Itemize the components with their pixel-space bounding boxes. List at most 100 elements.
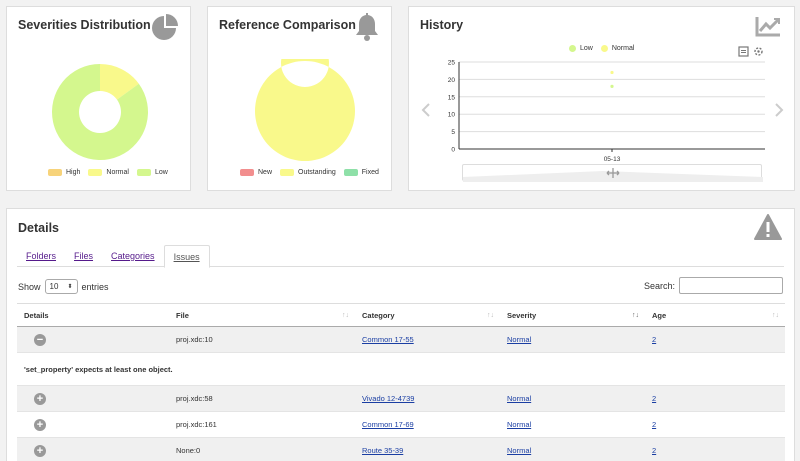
legend-item-low[interactable]: Low — [136, 169, 168, 176]
severities-legend: High Normal Low — [48, 169, 168, 176]
table-row: − proj.xdc:10 Common 17-55 Normal 2 — [17, 326, 785, 353]
table-row: + proj.xdc:58 Vivado 12-4739 Normal 2 — [17, 385, 785, 412]
reference-title: Reference Comparison — [219, 18, 356, 32]
legend-item-normal[interactable]: Normal — [88, 169, 129, 176]
age-cell: 2 — [645, 411, 785, 438]
sort-icon: ↑↓ — [772, 312, 779, 319]
legend-label: Normal — [611, 45, 635, 52]
tab-categories[interactable]: Categories — [111, 251, 155, 261]
reference-card: Reference Comparison New Outstanding Fixed — [207, 6, 392, 191]
entries-control: Show 10 ⬍ entries — [18, 279, 109, 294]
legend-item-normal[interactable]: Normal — [600, 45, 635, 52]
search-input[interactable] — [679, 277, 783, 294]
severity-cell: Normal — [500, 326, 645, 353]
tab-folders[interactable]: Folders — [26, 251, 57, 261]
chevron-right-icon[interactable] — [774, 103, 784, 117]
severity-cell: Normal — [500, 437, 645, 461]
category-link[interactable]: Vivado 12-4739 — [362, 394, 415, 403]
legend-item-high[interactable]: High — [48, 169, 80, 176]
tab-issues[interactable]: Issues — [163, 245, 210, 268]
severity-link[interactable]: Normal — [507, 394, 532, 403]
severity-link[interactable]: Normal — [507, 446, 532, 456]
pie-slice-normal[interactable] — [100, 64, 139, 100]
sort-icon: ↑↓ — [487, 312, 494, 319]
age-cell: 2 — [645, 385, 785, 412]
reference-donut-chart — [255, 59, 355, 161]
category-link[interactable]: Common 17-69 — [362, 420, 414, 429]
sort-icon: ↑↓ — [342, 312, 349, 319]
pie-slice-outstanding[interactable] — [255, 59, 355, 161]
line-chart-icon — [755, 17, 780, 37]
column-header-label: Category — [362, 310, 395, 320]
details-title: Details — [18, 221, 59, 235]
age-link[interactable]: 2 — [652, 420, 657, 429]
expand-row-icon[interactable]: + — [34, 392, 46, 405]
tab-files[interactable]: Files — [74, 251, 94, 261]
age-cell: 2 — [645, 326, 785, 353]
select-arrows-icon: ⬍ — [67, 284, 73, 290]
data-point-low[interactable] — [610, 84, 614, 88]
column-header-file[interactable]: File ↑↓ — [169, 303, 355, 327]
column-header-age[interactable]: Age ↑↓ — [645, 303, 785, 327]
history-legend[interactable]: Low Normal — [569, 45, 634, 52]
severity-link[interactable]: Normal — [507, 335, 532, 344]
search-label: Search: — [643, 280, 675, 291]
legend-item-fixed[interactable]: Fixed — [343, 169, 379, 176]
row-detail: 'set_property' expects at least one obje… — [17, 352, 785, 386]
legend-swatch — [48, 169, 62, 176]
column-header-severity[interactable]: Severity ↑↓ — [500, 303, 645, 327]
category-link[interactable]: Route 35-39 — [362, 446, 404, 456]
details-tabs: Folders Files Categories Issues — [17, 245, 784, 268]
search-control: Search: — [644, 277, 783, 294]
legend-label: High — [66, 169, 81, 176]
sort-desc-icon: ↑↓ — [632, 312, 639, 319]
file-cell: proj.xdc:10 — [169, 326, 355, 353]
x-tick-label: 05-13 — [604, 156, 621, 163]
legend-label: Outstanding — [298, 169, 336, 176]
category-cell: Common 17-55 — [355, 326, 500, 353]
chevron-left-icon[interactable] — [421, 103, 431, 117]
severity-cell: Normal — [500, 411, 645, 438]
file-cell: proj.xdc:161 — [169, 411, 355, 438]
legend-item-low[interactable]: Low — [569, 45, 593, 52]
legend-swatch — [569, 45, 576, 52]
legend-swatch — [280, 169, 295, 176]
row-control-cell: − — [17, 326, 169, 353]
pie-slice-low[interactable] — [52, 64, 149, 160]
expand-row-icon[interactable]: + — [34, 444, 46, 457]
data-view-icon[interactable] — [738, 46, 749, 57]
entries-select[interactable]: 10 ⬍ — [44, 279, 78, 294]
y-tick-label: 25 — [448, 60, 456, 67]
column-header-label: Details — [24, 310, 49, 320]
restore-icon[interactable] — [753, 46, 764, 57]
legend-swatch — [240, 169, 254, 176]
column-header-category[interactable]: Category ↑↓ — [355, 303, 500, 327]
legend-swatch — [600, 45, 608, 52]
column-header-label: Severity — [507, 310, 537, 320]
history-chart: 0 5 10 15 20 25 05-13 — [448, 60, 765, 163]
category-link[interactable]: Common 17-55 — [362, 335, 414, 344]
details-card: Details Folders Files Categories Issues … — [6, 208, 795, 461]
expand-row-icon[interactable]: + — [34, 418, 46, 431]
issue-message: 'set_property' expects at least one obje… — [17, 352, 785, 386]
severity-link[interactable]: Normal — [507, 420, 532, 429]
y-tick-label: 20 — [448, 77, 456, 84]
category-cell: Vivado 12-4739 — [355, 385, 500, 412]
age-link[interactable]: 2 — [652, 394, 657, 403]
legend-item-new[interactable]: New — [240, 169, 272, 176]
data-point-normal[interactable] — [610, 70, 614, 75]
zoom-handle-icon[interactable] — [606, 167, 620, 179]
table-header-row: Details File ↑↓ Category ↑↓ Severity ↑↓ Age… — [17, 303, 785, 327]
age-link[interactable]: 2 — [652, 446, 657, 456]
y-tick-label: 10 — [448, 112, 456, 119]
warning-icon — [754, 214, 782, 240]
collapse-row-icon[interactable]: − — [34, 333, 46, 346]
row-control-cell: + — [17, 385, 169, 412]
column-header-details[interactable]: Details — [17, 303, 169, 327]
legend-item-outstanding[interactable]: Outstanding — [280, 169, 336, 176]
file-cell: proj.xdc:58 — [169, 385, 355, 412]
age-link[interactable]: 2 — [652, 335, 657, 344]
pie-chart-icon — [152, 14, 178, 40]
history-zoom-slider[interactable] — [462, 164, 763, 182]
file-cell: None:0 — [169, 437, 355, 461]
